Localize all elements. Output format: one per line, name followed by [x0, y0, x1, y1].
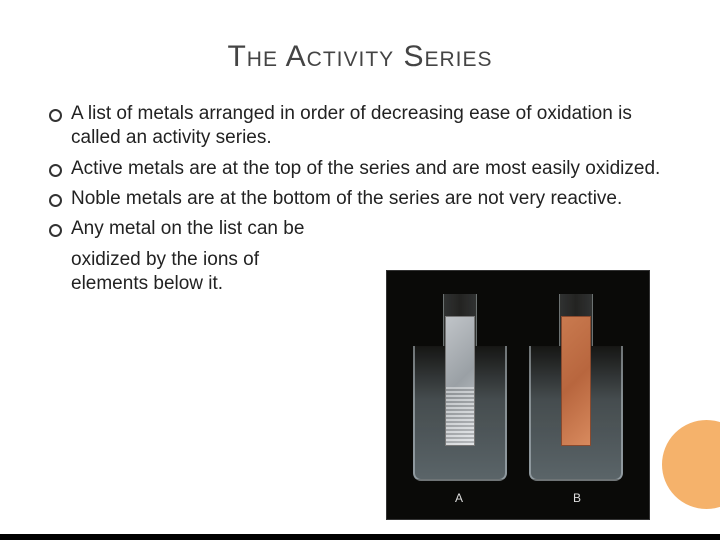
metal-strip-a [445, 316, 475, 446]
photo-label-a: A [455, 491, 463, 505]
bullet-item: Noble metals are at the bottom of the se… [45, 187, 665, 211]
footer-bar [0, 534, 720, 540]
slide: The Activity Series A list of metals arr… [0, 0, 720, 540]
bullet-continuation: oxidized by the ions of [45, 248, 390, 272]
bullet-item: Any metal on the list can be [45, 217, 390, 241]
photo-label-b: B [573, 491, 581, 505]
bullet-item: Active metals are at the top of the seri… [45, 157, 665, 181]
bullet-continuation: elements below it. [45, 272, 390, 296]
beaker-a [413, 346, 507, 481]
decorative-circle-icon [659, 417, 720, 512]
experiment-photo: A B [386, 270, 650, 520]
bullet-list: A list of metals arranged in order of de… [45, 102, 665, 242]
slide-title: The Activity Series [45, 40, 675, 74]
beaker-b [529, 346, 623, 481]
bullet-item: A list of metals arranged in order of de… [45, 102, 665, 151]
metal-strip-b [561, 316, 591, 446]
